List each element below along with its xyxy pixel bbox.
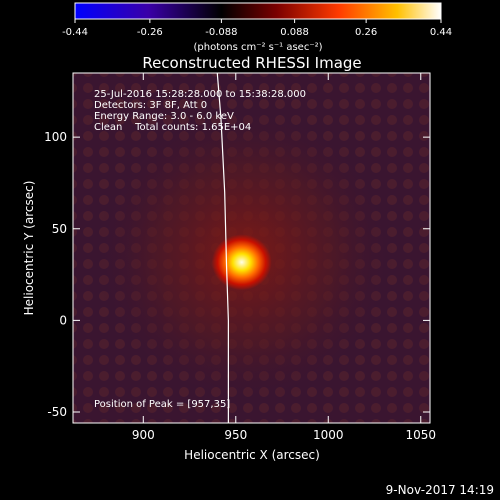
footer-date: 9-Nov-2017 14:19 xyxy=(386,483,494,497)
x-axis-label: Heliocentric X (arcsec) xyxy=(184,448,320,462)
colorbar-tick-label: 0.26 xyxy=(355,27,377,38)
y-tick-label: 50 xyxy=(52,222,67,236)
colorbar-tick-label: 0.44 xyxy=(430,27,452,38)
y-axis-ticks: -50 0 50 100 xyxy=(44,130,430,419)
colorbar-tick-label: -0.44 xyxy=(62,27,88,38)
annotation-detectors: Detectors: 3F 8F, Att 0 xyxy=(94,100,207,111)
x-tick-label: 1050 xyxy=(405,428,436,442)
colorbar-tick-label: -0.088 xyxy=(205,27,237,38)
plot-frame xyxy=(72,72,431,424)
source-peak xyxy=(211,234,272,291)
colorbar xyxy=(74,2,442,20)
y-tick-label: -50 xyxy=(47,405,67,419)
x-tick-label: 900 xyxy=(132,428,155,442)
colorbar-ticks: -0.44 -0.26 -0.088 0.088 0.26 0.44 xyxy=(62,19,452,38)
peak-position-label: Position of Peak = [957,35] xyxy=(94,399,230,410)
y-tick-label: 0 xyxy=(59,313,67,327)
colorbar-label: (photons cm⁻² s⁻¹ asec⁻²) xyxy=(193,42,322,53)
y-tick-label: 100 xyxy=(44,130,67,144)
solar-limb xyxy=(216,73,229,423)
plot-area xyxy=(73,73,430,423)
x-tick-label: 950 xyxy=(224,428,247,442)
x-axis-ticks: 900 950 1000 1050 xyxy=(132,73,436,442)
annotation-counts: Clean Total counts: 1.65E+04 xyxy=(94,122,251,133)
y-axis-label: Heliocentric Y (arcsec) xyxy=(22,181,36,316)
colorbar-tick-label: 0.088 xyxy=(280,27,309,38)
colorbar-tick-label: -0.26 xyxy=(137,27,163,38)
chart-title: Reconstructed RHESSI Image xyxy=(142,54,361,72)
annotation-time-range: 25-Jul-2016 15:28:28.000 to 15:38:28.000 xyxy=(94,89,306,100)
x-tick-label: 1000 xyxy=(313,428,344,442)
annotation-energy-range: Energy Range: 3.0 - 6.0 keV xyxy=(94,111,234,122)
